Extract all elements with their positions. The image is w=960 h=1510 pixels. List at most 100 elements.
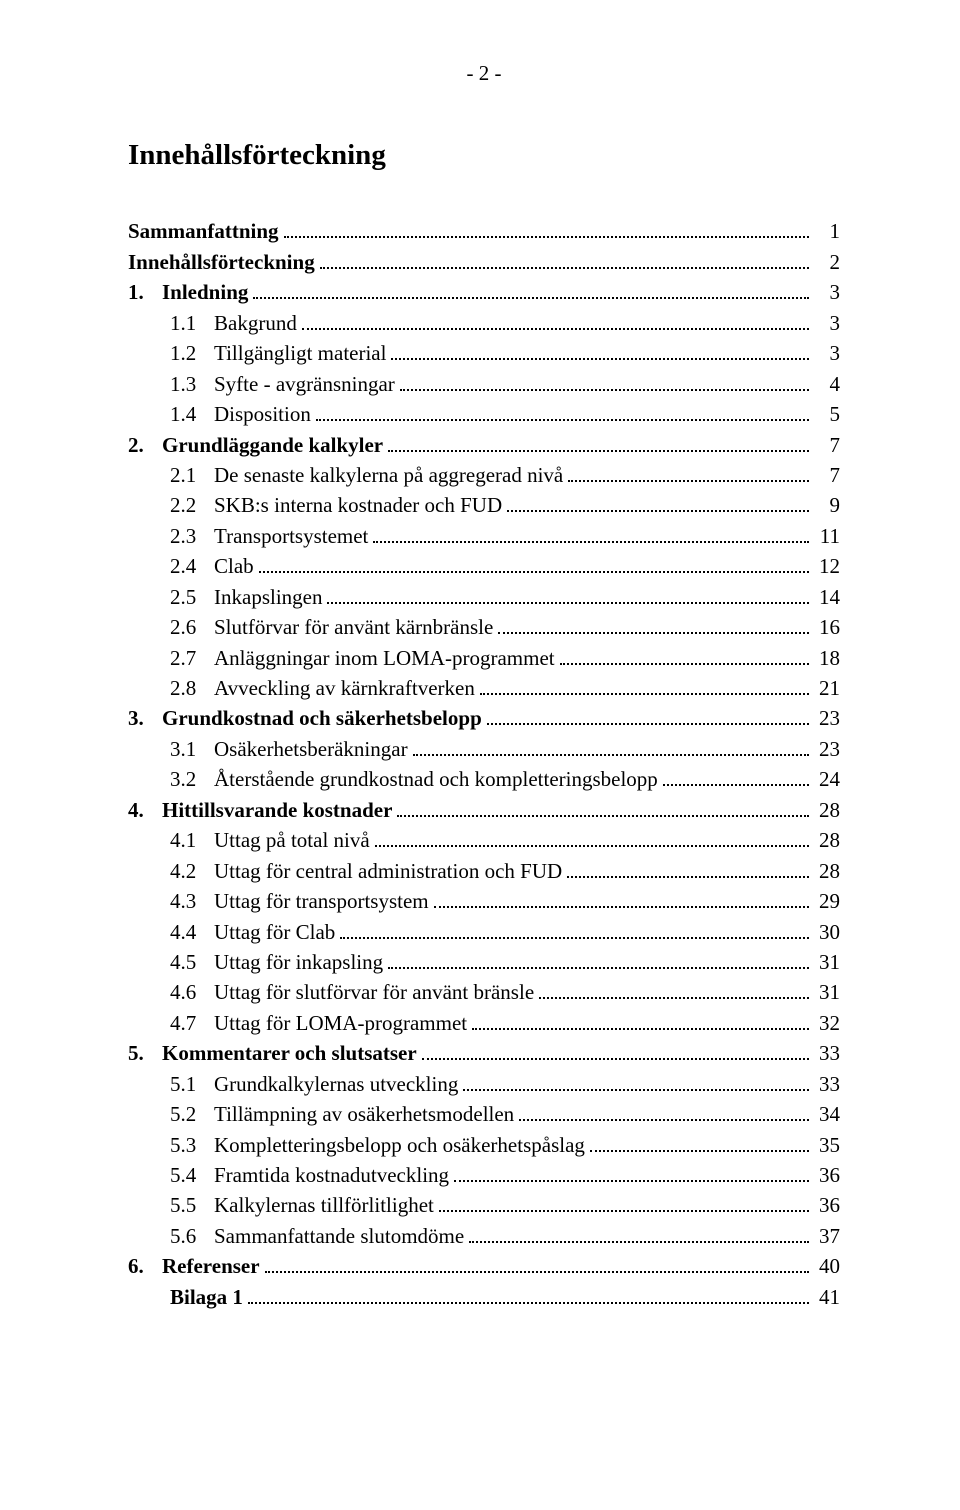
toc-entry: 6.Referenser40 bbox=[128, 1251, 840, 1281]
toc-entry: 4.5Uttag för inkapsling31 bbox=[128, 947, 840, 977]
toc-entry: 2.6Slutförvar för använt kärnbränsle16 bbox=[128, 612, 840, 642]
toc-entry-page: 28 bbox=[811, 856, 840, 886]
toc-entry-text: Inkapslingen bbox=[214, 585, 322, 609]
toc-entry-label: 3.Grundkostnad och säkerhetsbelopp bbox=[128, 703, 485, 733]
toc-entry-number: 2.3 bbox=[170, 521, 214, 551]
toc-entry: 3.1Osäkerhetsberäkningar23 bbox=[128, 734, 840, 764]
toc-leader-dots bbox=[590, 1134, 809, 1152]
toc-entry-page: 2 bbox=[811, 247, 840, 277]
toc-entry-page: 28 bbox=[811, 795, 840, 825]
toc-leader-dots bbox=[469, 1225, 809, 1243]
toc-entry-label: 1.1Bakgrund bbox=[170, 308, 300, 338]
toc-entry-text: Sammanfattning bbox=[128, 219, 279, 243]
toc-entry-text: Disposition bbox=[214, 402, 311, 426]
toc-leader-dots bbox=[391, 342, 809, 360]
toc-entry-number: 5.6 bbox=[170, 1221, 214, 1251]
toc-entry-page: 31 bbox=[811, 947, 840, 977]
toc-entry-label: 5.5Kalkylernas tillförlitlighet bbox=[170, 1190, 437, 1220]
toc-entry: 1.2Tillgängligt material 3 bbox=[128, 338, 840, 368]
toc-entry: 5.4Framtida kostnadutveckling 36 bbox=[128, 1160, 840, 1190]
toc-entry-page: 3 bbox=[811, 308, 840, 338]
toc-entry-page: 9 bbox=[811, 490, 840, 520]
toc-entry-page: 3 bbox=[811, 338, 840, 368]
toc-entry: 4.7Uttag för LOMA-programmet32 bbox=[128, 1008, 840, 1038]
toc-entry-page: 23 bbox=[811, 703, 840, 733]
toc-leader-dots bbox=[253, 282, 809, 300]
toc-entry-text: Transportsystemet bbox=[214, 524, 368, 548]
toc-entry-page: 36 bbox=[811, 1160, 840, 1190]
toc-entry-text: Uttag för transportsystem bbox=[214, 889, 429, 913]
toc-entry-page: 37 bbox=[811, 1221, 840, 1251]
toc-entry-number: 1.4 bbox=[170, 399, 214, 429]
toc-entry-label: 2.Grundläggande kalkyler bbox=[128, 430, 386, 460]
toc-leader-dots bbox=[539, 982, 809, 1000]
toc-entry-label: 1.2Tillgängligt material bbox=[170, 338, 389, 368]
toc-entry-number: 2.8 bbox=[170, 673, 214, 703]
toc-entry-page: 28 bbox=[811, 825, 840, 855]
toc-entry-number: 5.2 bbox=[170, 1099, 214, 1129]
toc-leader-dots bbox=[472, 1012, 809, 1030]
toc-entry-label: 2.6Slutförvar för använt kärnbränsle bbox=[170, 612, 496, 642]
toc-entry-number: 3.2 bbox=[170, 764, 214, 794]
toc-entry-page: 41 bbox=[811, 1282, 840, 1312]
toc-entry: 5.1Grundkalkylernas utveckling33 bbox=[128, 1069, 840, 1099]
toc-entry-text: Grundkostnad och säkerhetsbelopp bbox=[162, 706, 482, 730]
toc-entry-text: Uttag på total nivå bbox=[214, 828, 370, 852]
toc-entry-number: 4.2 bbox=[170, 856, 214, 886]
toc-leader-dots bbox=[373, 525, 809, 543]
toc-entry: 1.1Bakgrund 3 bbox=[128, 308, 840, 338]
toc-entry-text: Hittillsvarande kostnader bbox=[162, 798, 392, 822]
toc-leader-dots bbox=[388, 951, 809, 969]
toc-entry-text: Kompletteringsbelopp och osäkerhetspåsla… bbox=[214, 1133, 585, 1157]
toc-entry-text: Slutförvar för använt kärnbränsle bbox=[214, 615, 493, 639]
toc-entry-page: 34 bbox=[811, 1099, 840, 1129]
toc-entry-page: 35 bbox=[811, 1130, 840, 1160]
toc-leader-dots bbox=[248, 1286, 809, 1304]
toc-entry-page: 24 bbox=[811, 764, 840, 794]
toc-entry-number: 3. bbox=[128, 703, 162, 733]
toc-entry-text: De senaste kalkylerna på aggregerad nivå bbox=[214, 463, 563, 487]
toc-entry-number: 1.1 bbox=[170, 308, 214, 338]
toc-entry: 4.Hittillsvarande kostnader 28 bbox=[128, 795, 840, 825]
toc-entry-page: 14 bbox=[811, 582, 840, 612]
toc-leader-dots bbox=[397, 799, 809, 817]
toc-entry-label: 4.3Uttag för transportsystem bbox=[170, 886, 432, 916]
toc-entry-page: 23 bbox=[811, 734, 840, 764]
toc-leader-dots bbox=[560, 647, 809, 665]
toc-entry-text: Sammanfattande slutomdöme bbox=[214, 1224, 464, 1248]
toc-entry-label: 4.4Uttag för Clab bbox=[170, 917, 338, 947]
toc-entry-text: Tillgängligt material bbox=[214, 341, 386, 365]
toc-entry-label: 4.Hittillsvarande kostnader bbox=[128, 795, 395, 825]
toc-entry-label: Bilaga 1 bbox=[170, 1282, 246, 1312]
toc-entry-number: 5.1 bbox=[170, 1069, 214, 1099]
toc-entry-label: 5.4Framtida kostnadutveckling bbox=[170, 1160, 452, 1190]
toc-entry-label: Sammanfattning bbox=[128, 216, 282, 246]
toc-entry: 2.4Clab12 bbox=[128, 551, 840, 581]
toc-entry: 2.1De senaste kalkylerna på aggregerad n… bbox=[128, 460, 840, 490]
toc-entry-number: 2.4 bbox=[170, 551, 214, 581]
toc-entry-page: 21 bbox=[811, 673, 840, 703]
toc-entry-number: 2. bbox=[128, 430, 162, 460]
toc-entry-number: 4.6 bbox=[170, 977, 214, 1007]
toc-entry-text: Uttag för inkapsling bbox=[214, 950, 383, 974]
toc-entry-label: 3.2Återstående grundkostnad och komplett… bbox=[170, 764, 661, 794]
toc-entry-text: Återstående grundkostnad och kompletteri… bbox=[214, 767, 658, 791]
toc-entry-number: 3.1 bbox=[170, 734, 214, 764]
toc-entry-page: 12 bbox=[811, 551, 840, 581]
toc-leader-dots bbox=[316, 403, 809, 421]
toc-entry-text: Bakgrund bbox=[214, 311, 297, 335]
toc-entry-label: 2.7Anläggningar inom LOMA-programmet bbox=[170, 643, 558, 673]
toc-entry: 2.5Inkapslingen14 bbox=[128, 582, 840, 612]
toc-entry-text: SKB:s interna kostnader och FUD bbox=[214, 493, 502, 517]
toc-entry: 1.3Syfte - avgränsningar4 bbox=[128, 369, 840, 399]
toc-entry-number: 5.5 bbox=[170, 1190, 214, 1220]
toc-entry-label: 5.1Grundkalkylernas utveckling bbox=[170, 1069, 461, 1099]
toc-entry: 4.1Uttag på total nivå28 bbox=[128, 825, 840, 855]
toc-entry-page: 40 bbox=[811, 1251, 840, 1281]
toc-entry: 5.2Tillämpning av osäkerhetsmodellen34 bbox=[128, 1099, 840, 1129]
toc-entry-text: Uttag för LOMA-programmet bbox=[214, 1011, 467, 1035]
toc-entry-number: 2.7 bbox=[170, 643, 214, 673]
toc-entry-text: Framtida kostnadutveckling bbox=[214, 1163, 449, 1187]
toc-entry: 1.4Disposition5 bbox=[128, 399, 840, 429]
page-title: Innehållsförteckning bbox=[128, 134, 840, 176]
